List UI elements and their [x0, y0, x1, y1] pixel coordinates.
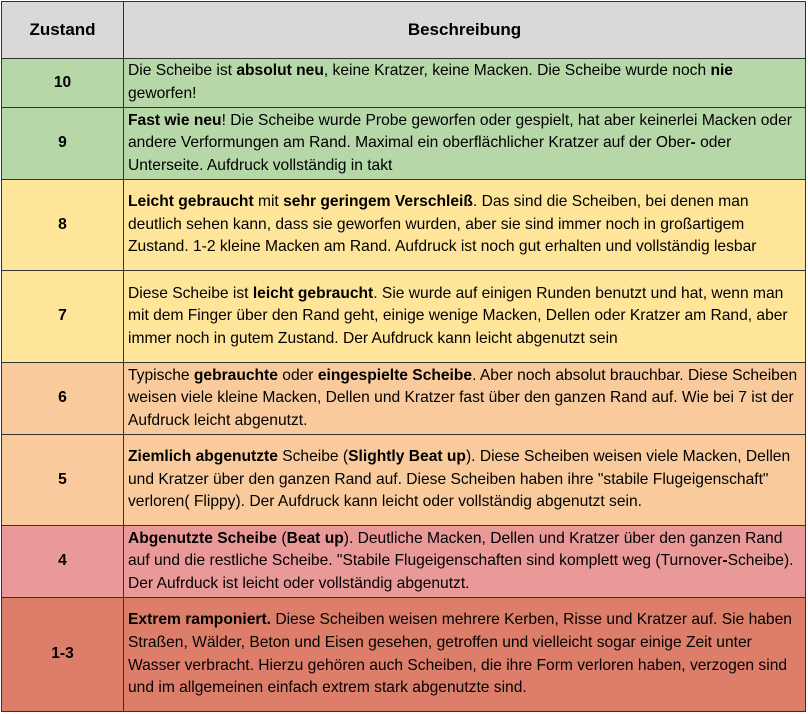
- description-text: Typische: [128, 366, 194, 384]
- header-zustand: Zustand: [1, 1, 124, 59]
- header-beschreibung: Beschreibung: [123, 1, 806, 59]
- condition-grade: 6: [1, 362, 124, 435]
- description-text: mit: [253, 193, 284, 211]
- description-bold-text: gebrauchte: [193, 366, 278, 384]
- description-text: Scheibe (: [277, 448, 349, 466]
- condition-grade: 5: [1, 434, 124, 526]
- description-text: . Aber noch absolut brauchbar. Diese Sch…: [128, 366, 798, 429]
- description-text: (: [277, 529, 287, 547]
- description-text: . Sie wurde auf einigen Runden benutzt u…: [128, 284, 788, 347]
- table-row: 8 Leicht gebraucht mit sehr geringem Vers…: [1, 179, 806, 271]
- description-text: oder: [277, 366, 318, 384]
- description-text: ! Die Scheibe wurde Probe geworfen oder …: [128, 111, 792, 152]
- condition-description: Die Scheibe ist absolut neu, keine Kratz…: [123, 58, 806, 108]
- condition-grade: 8: [1, 179, 124, 271]
- table-row: 7 Diese Scheibe ist leicht gebraucht. Sie…: [1, 270, 806, 363]
- description-text: , keine Kratzer, keine Macken. Die Schei…: [323, 62, 711, 80]
- description-bold-text: absolut neu: [236, 62, 324, 80]
- description-text: . Das sind die Scheiben, bei denen man d…: [128, 193, 757, 256]
- description-text: Diese Scheiben weisen mehrere Kerben, Ri…: [128, 611, 792, 697]
- description-bold-text: sehr geringem Verschleiß: [283, 193, 473, 211]
- description-bold-text: -: [722, 552, 728, 570]
- condition-grade: 4: [1, 525, 124, 598]
- header-row: Zustand Beschreibung: [1, 1, 806, 59]
- description-bold-text: eingespielte Scheibe: [317, 366, 473, 384]
- table-row: 9 Fast wie neu! Die Scheibe wurde Probe g…: [1, 107, 806, 180]
- description-text: oder Unterseite. Aufdruck vollständig in…: [128, 134, 732, 174]
- condition-grade: 10: [1, 58, 124, 108]
- description-text: Diese Scheibe ist: [128, 284, 253, 302]
- description-text: Die Scheibe ist: [128, 62, 237, 80]
- description-text: Scheibe). Der Aufrduck ist leicht oder v…: [128, 552, 794, 592]
- description-bold-text: Beat up: [286, 529, 344, 547]
- table-row: 5 Ziemlich abgenutzte Scheibe (Slightly B…: [1, 434, 806, 526]
- condition-grade: 7: [1, 270, 124, 363]
- table-row: 6 Typische gebrauchte oder eingespielte S…: [1, 362, 806, 435]
- condition-description: Diese Scheibe ist leicht gebraucht. Sie …: [123, 270, 806, 363]
- description-bold-text: -: [690, 134, 696, 152]
- table-row: 10 Die Scheibe ist absolut neu, keine Kra…: [1, 58, 806, 108]
- description-bold-text: Fast wie neu: [128, 111, 222, 129]
- condition-description: Abgenutzte Scheibe (Beat up). Deutliche …: [123, 525, 806, 598]
- condition-description: Ziemlich abgenutzte Scheibe (Slightly Be…: [123, 434, 806, 526]
- condition-grade: 1-3: [1, 597, 124, 712]
- condition-description: Extrem ramponiert. Diese Scheiben weisen…: [123, 597, 806, 712]
- description-bold-text: leicht gebraucht: [252, 284, 374, 302]
- description-bold-text: Leicht gebraucht: [128, 193, 254, 211]
- table-row: 1-3 Extrem ramponiert. Diese Scheiben wei…: [1, 597, 806, 712]
- description-bold-text: Ziemlich abgenutzte: [128, 448, 278, 466]
- description-text: ). Diese Scheiben weisen viele Macken, D…: [128, 448, 791, 511]
- condition-grade: 9: [1, 107, 124, 180]
- table-row: 4 Abgenutzte Scheibe (Beat up). Deutliche…: [1, 525, 806, 598]
- description-bold-text: nie: [710, 62, 733, 80]
- condition-description: Fast wie neu! Die Scheibe wurde Probe ge…: [123, 107, 806, 180]
- description-bold-text: Extrem ramponiert.: [128, 611, 271, 629]
- description-bold-text: Slightly Beat up: [348, 448, 466, 466]
- description-text: geworfen!: [128, 85, 197, 102]
- condition-description: Leicht gebraucht mit sehr geringem Versc…: [123, 179, 806, 271]
- condition-description: Typische gebrauchte oder eingespielte Sc…: [123, 362, 806, 435]
- description-text: ). Deutliche Macken, Dellen und Kratzer …: [128, 529, 783, 570]
- description-bold-text: Abgenutzte Scheibe: [128, 529, 278, 547]
